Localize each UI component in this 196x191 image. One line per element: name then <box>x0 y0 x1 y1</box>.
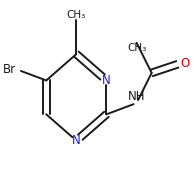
Text: Br: Br <box>3 63 16 76</box>
Text: NH: NH <box>128 90 145 103</box>
Text: CH₃: CH₃ <box>127 43 146 53</box>
Text: N: N <box>72 134 81 147</box>
Text: N: N <box>102 74 111 87</box>
Text: CH₃: CH₃ <box>67 10 86 20</box>
Text: O: O <box>180 57 189 70</box>
